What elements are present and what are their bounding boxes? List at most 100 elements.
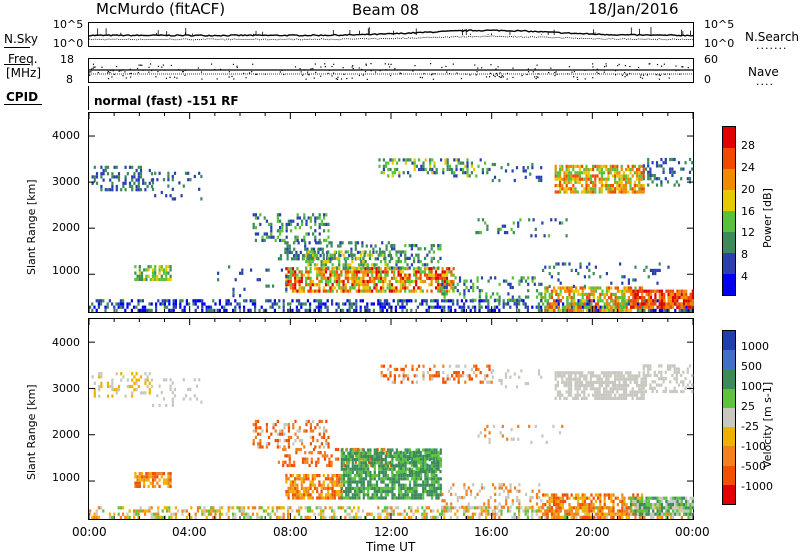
velocity-cell [498, 378, 501, 382]
freq-dot [142, 69, 144, 71]
power-cell [149, 277, 152, 282]
freq-dot [337, 76, 339, 78]
velocity-cell [564, 515, 567, 519]
velocity-cell [338, 483, 341, 487]
power-cell [366, 263, 369, 267]
power-cell [410, 299, 413, 303]
velocity-cell [247, 506, 250, 510]
velocity-cell [335, 474, 339, 478]
power-cell [340, 279, 343, 284]
power-cell [586, 305, 589, 309]
velocity-cell [386, 464, 390, 468]
velocity-cell [384, 496, 387, 500]
velocity-cell [287, 509, 290, 513]
power-cell [577, 308, 580, 312]
power-cell [276, 229, 279, 233]
freq-dot [161, 66, 163, 68]
velocity-cell [305, 493, 308, 497]
power-cell [477, 164, 480, 168]
velocity-cell [432, 470, 435, 474]
velocity-cell [151, 472, 155, 476]
power-cell [656, 299, 659, 303]
power-cell [647, 164, 650, 168]
power-cell [294, 273, 297, 277]
velocity-cell [362, 490, 365, 494]
power-cell [457, 161, 460, 165]
velocity-cell [291, 490, 295, 494]
velocity-cell [270, 432, 273, 436]
power-cell [583, 187, 586, 191]
power-cell [160, 268, 163, 272]
power-cell [484, 221, 487, 225]
power-cell [565, 174, 568, 178]
power-cell [557, 305, 560, 309]
velocity-cell [437, 493, 440, 497]
velocity-cell [269, 512, 272, 516]
power-cell [601, 305, 604, 309]
power-cell [298, 270, 301, 274]
power-cell [559, 184, 562, 188]
velocity-cell [556, 371, 559, 375]
velocity-cell [338, 477, 341, 481]
power-cell [575, 268, 578, 272]
velocity-cell [393, 464, 396, 468]
power-cell [476, 279, 479, 283]
power-cell [470, 161, 473, 165]
power-cell [131, 178, 134, 182]
power-cell [318, 289, 321, 293]
power-cell [562, 308, 565, 312]
velocity-cell [287, 515, 290, 519]
power-cell [553, 299, 556, 303]
power-cell [614, 180, 617, 184]
velocity-cell [380, 371, 383, 375]
velocity-cell [581, 371, 584, 375]
velocity-cell [393, 486, 396, 490]
power-cell [669, 305, 672, 309]
velocity-cell [399, 450, 402, 454]
velocity-cell [531, 512, 534, 516]
power-cell [381, 241, 384, 245]
power-cell [339, 254, 342, 258]
velocity-cell [216, 509, 219, 513]
power-cell [217, 278, 220, 282]
velocity-heatmap [88, 319, 694, 519]
velocity-cell [462, 374, 465, 378]
velocity-cell [398, 374, 401, 378]
power-cell [351, 279, 354, 284]
power-cell [409, 158, 412, 162]
power-cell [638, 184, 641, 188]
power-cell [254, 232, 257, 236]
power-cell [286, 247, 289, 251]
power-cell [284, 250, 287, 254]
power-cell [346, 256, 350, 260]
velocity-cell [559, 396, 562, 400]
velocity-cell [583, 396, 586, 400]
power-cell [420, 167, 423, 172]
power-cell [97, 299, 100, 303]
velocity-cell [411, 477, 414, 481]
velocity-cell [342, 458, 346, 462]
power-cell [247, 308, 250, 312]
velocity-cell [411, 486, 414, 490]
power-cell [669, 302, 672, 306]
velocity-cell [650, 515, 653, 519]
power-cell [677, 183, 681, 187]
freq-dot [281, 69, 283, 71]
velocity-cell [544, 515, 547, 519]
power-cell [645, 289, 648, 293]
velocity-cell [146, 378, 149, 382]
freq-dot [390, 63, 392, 65]
power-cell [322, 263, 325, 267]
velocity-cell [157, 512, 160, 516]
velocity-cell [140, 472, 144, 476]
power-cell [408, 299, 411, 303]
velocity-cell [333, 490, 336, 494]
power-cell [452, 282, 455, 286]
velocity-cell [426, 473, 429, 477]
power-cell [357, 279, 361, 284]
velocity-cell [361, 457, 364, 461]
power-cell [379, 302, 382, 306]
power-cell [357, 263, 361, 267]
power-cell [327, 260, 330, 264]
velocity-cell [406, 448, 409, 452]
